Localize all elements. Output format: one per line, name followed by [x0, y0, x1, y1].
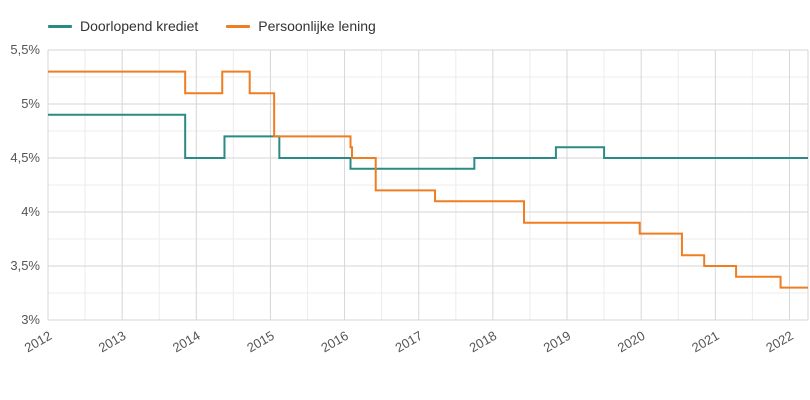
- y-tick-label: 3%: [21, 312, 40, 327]
- x-tick-label: 2019: [541, 328, 574, 355]
- x-tick-label: 2014: [170, 328, 203, 355]
- y-tick-label: 4%: [21, 204, 40, 219]
- legend-swatch-persoonlijke-lening: [226, 24, 251, 28]
- x-tick-label: 2012: [22, 328, 55, 355]
- legend-label-doorlopend-krediet: Doorlopend krediet: [80, 18, 199, 34]
- y-tick-label: 5,5%: [10, 42, 40, 57]
- x-tick-label: 2018: [467, 328, 500, 355]
- x-tick-label: 2020: [615, 328, 648, 355]
- y-tick-label: 4,5%: [10, 150, 40, 165]
- x-tick-label: 2013: [96, 328, 129, 355]
- y-tick-label: 5%: [21, 96, 40, 111]
- minor-grid: [48, 50, 808, 320]
- legend-item-doorlopend-krediet[interactable]: Doorlopend krediet: [48, 18, 198, 34]
- x-tick-label: 2015: [244, 328, 277, 355]
- series-layer: [48, 70, 808, 289]
- series-line-doorlopend-krediet: [48, 113, 808, 170]
- legend-label-persoonlijke-lening: Persoonlijke lening: [258, 18, 376, 34]
- x-tick-label: 2017: [392, 328, 425, 355]
- x-tick-label: 2016: [318, 328, 351, 355]
- x-tick-label: 2022: [763, 328, 796, 355]
- legend-item-persoonlijke-lening[interactable]: Persoonlijke lening: [226, 18, 376, 34]
- x-tick-label: 2021: [689, 328, 722, 355]
- legend-swatch-doorlopend-krediet: [48, 24, 72, 28]
- legend: Doorlopend krediet Persoonlijke lening: [48, 18, 376, 34]
- y-tick-label: 3,5%: [10, 258, 40, 273]
- series-line-persoonlijke-lening: [48, 70, 808, 289]
